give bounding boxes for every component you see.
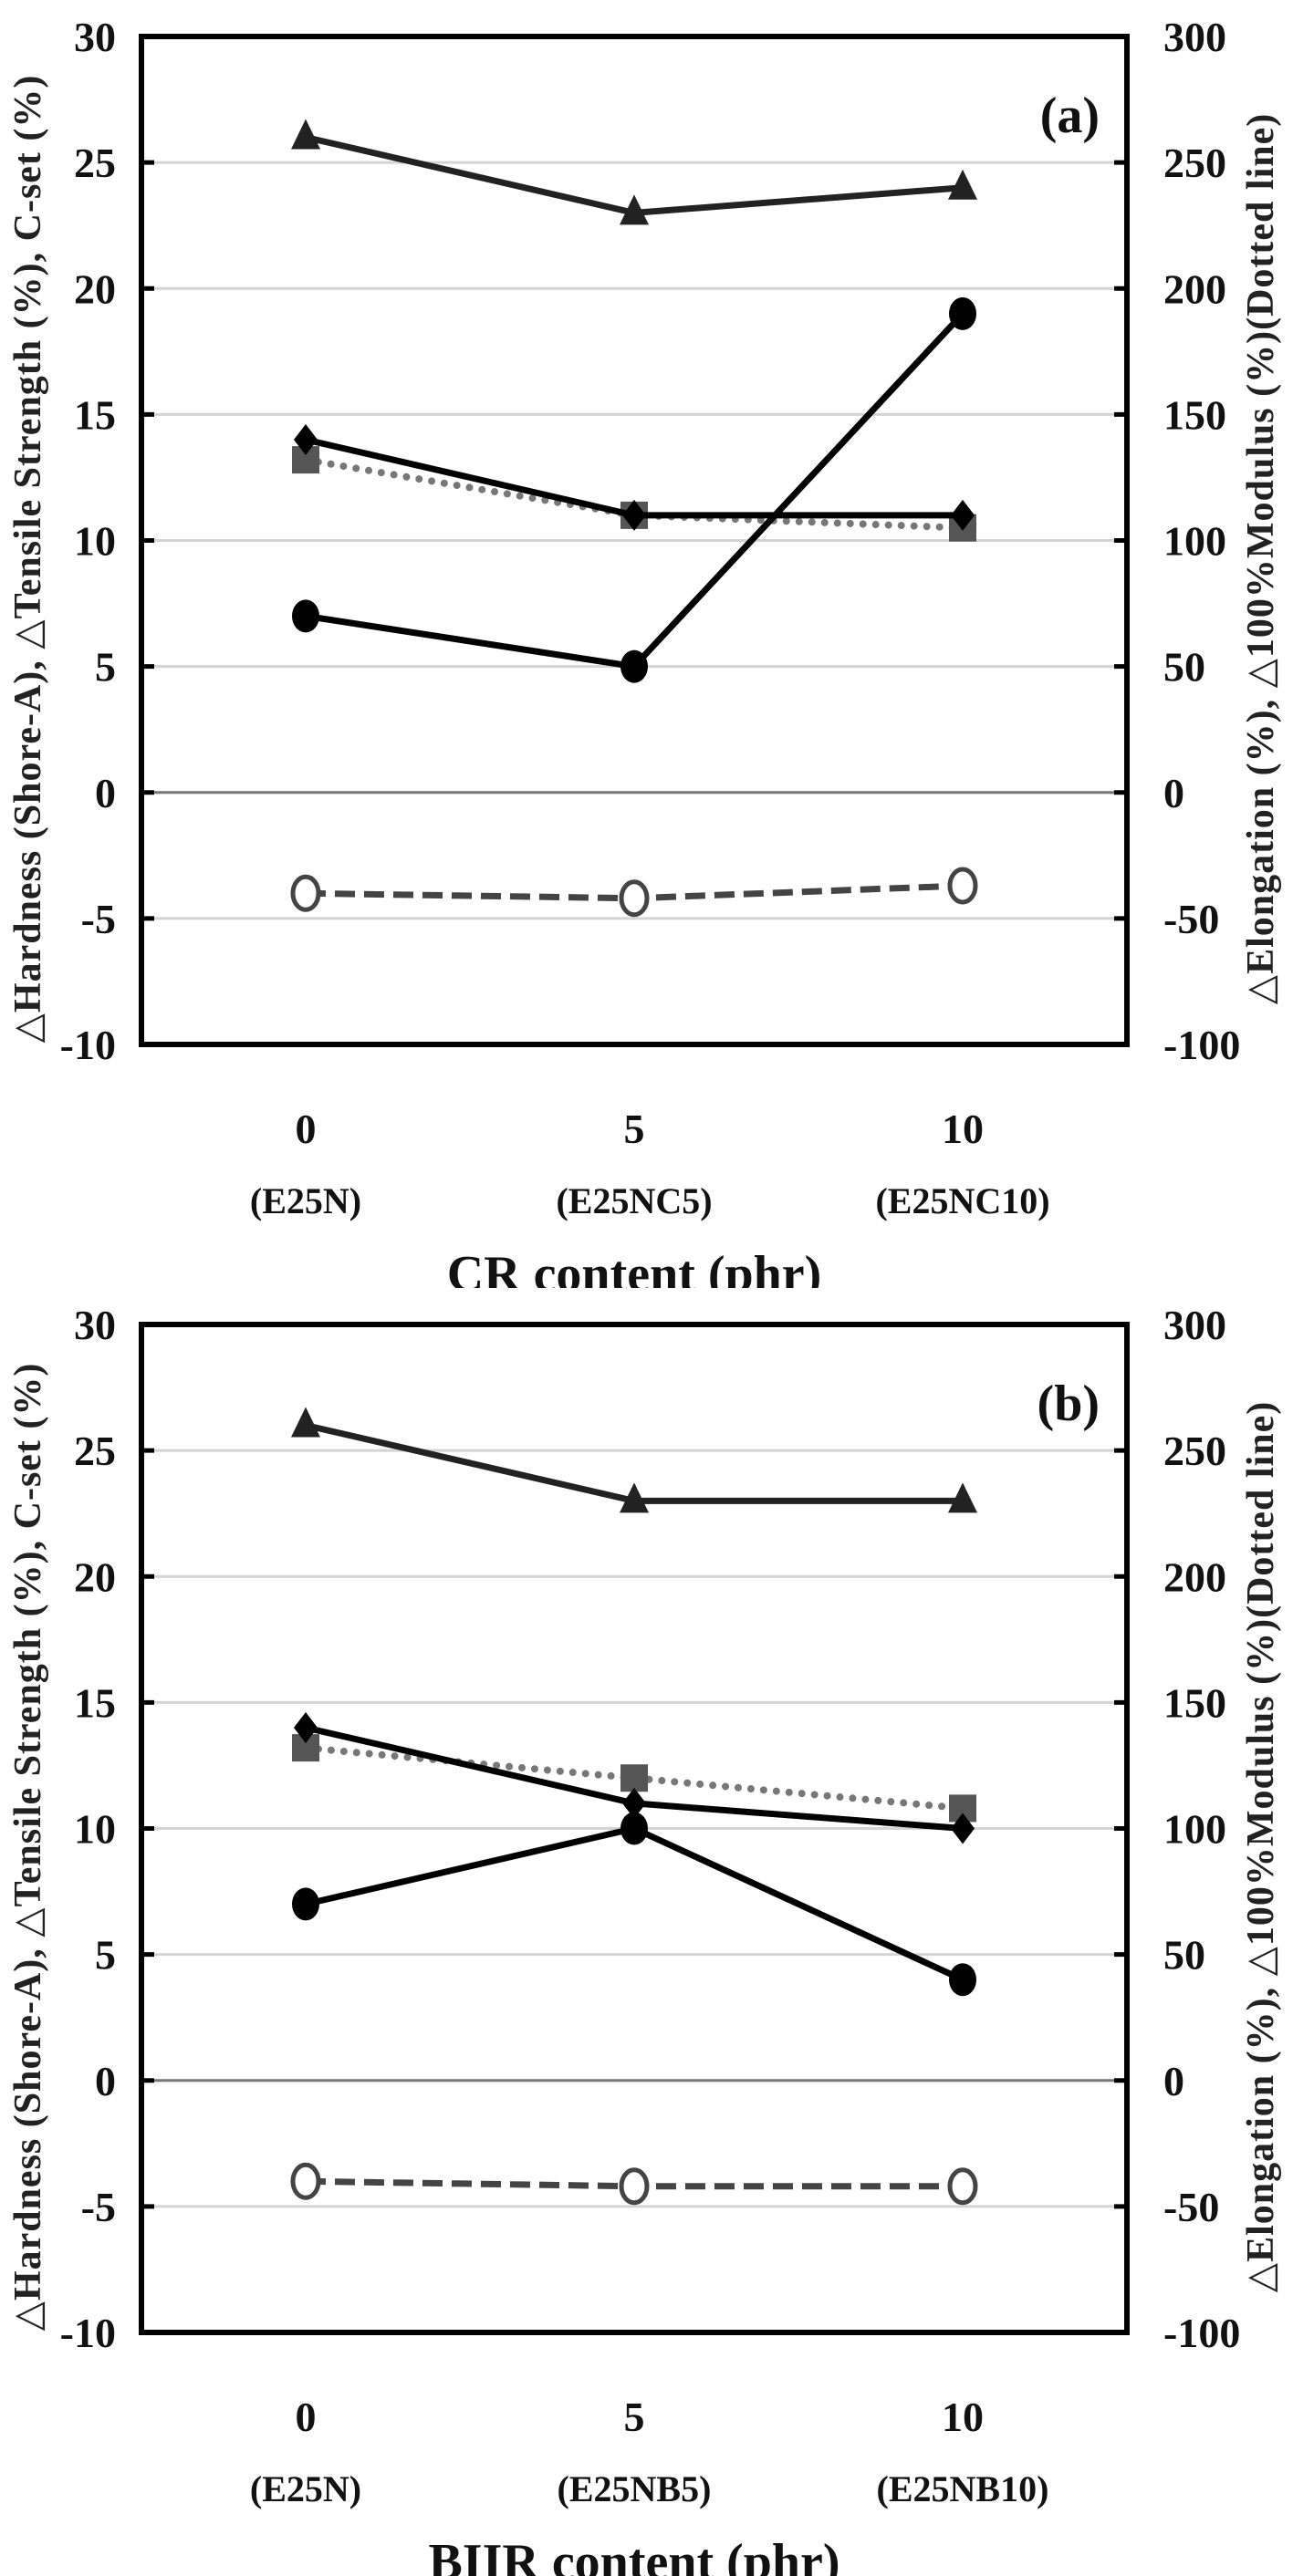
right-tick-label: 200 [1163,265,1226,312]
data-point-diamond [951,1813,975,1844]
right-tick-label: 0 [1163,770,1184,816]
right-axis-title: △Elongation (%), △100%Modulus (%)(Dotted… [1240,113,1282,1004]
series-line [305,311,965,670]
x-tick-label: 0 [296,2394,317,2440]
data-point-circle [949,1963,976,1997]
right-tick-label: -50 [1163,896,1219,942]
series-open-circle [290,2162,978,2206]
x-tick-label: 10 [942,1106,984,1152]
right-tick-label: 150 [1163,391,1226,438]
data-point-open-circle [947,867,978,905]
right-axis-title: △Elongation (%), △100%Modulus (%)(Dotted… [1240,1401,1282,2292]
chart-panel-a: 30 300 25 250 20 200 15 150 10 100 5 50 0 0 -5 -50 -10 -1… [7,14,1282,1288]
data-point-diamond [951,499,975,531]
right-tick-label: -100 [1163,1022,1240,1068]
left-tick-label: 30 [74,14,116,60]
plot-frame [139,34,1130,1047]
left-tick-label: 30 [74,1302,116,1348]
right-tick-label: 250 [1163,140,1226,186]
plot-frame [139,1322,1130,2335]
data-point-diamond [294,424,318,455]
data-point-open-circle [947,2167,978,2206]
data-point-triangle [291,1407,320,1438]
left-tick-label: 0 [95,770,116,816]
data-point-triangle [620,1482,649,1513]
x-tick-sublabel: (E25N) [250,2468,361,2509]
x-tick-sublabel: (E25NB10) [877,2468,1049,2509]
data-point-open-circle [619,2167,650,2206]
left-tick-label: 20 [74,265,116,312]
left-tick-label: -10 [60,2310,116,2356]
panel-label: (a) [1040,88,1100,144]
left-tick-label: -10 [60,1022,116,1068]
left-tick-label: -5 [81,896,116,942]
right-tick-label: 100 [1163,518,1226,565]
data-point-square [620,1764,648,1792]
right-tick-label: 150 [1163,1679,1226,1726]
left-tick-label: 15 [74,391,116,438]
data-point-triangle [948,169,977,200]
data-point-open-circle [290,2162,321,2200]
series-diamond [294,424,975,531]
x-tick-sublabel: (E25NC10) [875,1180,1049,1221]
data-point-open-circle [290,874,321,912]
chart-panel-b: 30 300 25 250 20 200 15 150 10 100 5 50 0 0 -5 -50 -10 -1… [0,1288,1293,2576]
x-axis-title: BIIR content (phr) [428,2534,839,2576]
x-tick-label: 5 [624,1106,645,1152]
panel-label: (b) [1038,1376,1100,1432]
left-tick-label: 5 [95,644,116,691]
data-point-triangle [291,119,320,150]
x-axis-title: CR content (phr) [447,1246,822,1288]
left-tick-label: 20 [74,1553,116,1600]
series-circle [292,1812,976,1997]
right-tick-label: 300 [1163,1302,1226,1348]
right-tick-label: 0 [1163,2058,1184,2104]
data-point-circle [292,1887,319,1921]
series-triangle [291,1407,977,1513]
data-point-circle [620,649,648,683]
left-tick-label: 0 [95,2058,116,2104]
series-diamond [294,1712,975,1844]
data-point-triangle [620,194,649,225]
left-tick-label: 10 [74,1806,116,1853]
series-open-circle [290,867,978,918]
data-point-diamond [294,1712,318,1743]
data-point-diamond [622,499,646,531]
left-tick-label: 10 [74,518,116,565]
right-tick-label: 300 [1163,14,1226,60]
data-point-circle [620,1812,648,1845]
x-tick-label: 5 [624,2394,645,2440]
series-circle [292,296,976,683]
series-line [305,1824,965,1983]
data-point-circle [949,296,976,330]
x-tick-sublabel: (E25NC5) [556,1180,712,1221]
right-tick-label: 250 [1163,1428,1226,1474]
data-point-triangle [948,1482,977,1513]
x-tick-sublabel: (E25N) [250,1180,361,1221]
right-tick-label: 200 [1163,1553,1226,1600]
right-tick-label: 50 [1163,1932,1205,1979]
right-tick-label: 50 [1163,644,1205,691]
right-tick-label: 100 [1163,1806,1226,1853]
right-tick-label: -100 [1163,2310,1240,2356]
left-axis-title: △Hardness (Shore-A), △Tensile Strength (… [7,1363,49,2332]
x-tick-label: 0 [296,1106,317,1152]
series-triangle [291,119,977,225]
data-point-diamond [622,1787,646,1819]
x-tick-sublabel: (E25NB5) [558,2468,712,2509]
left-axis-title: △Hardness (Shore-A), △Tensile Strength (… [7,75,49,1044]
left-tick-label: 15 [74,1679,116,1726]
data-point-open-circle [619,879,650,918]
data-point-circle [292,599,319,633]
left-tick-label: 5 [95,1932,116,1979]
left-tick-label: 25 [74,1428,116,1474]
right-tick-label: -50 [1163,2184,1219,2230]
x-tick-label: 10 [942,2394,984,2440]
left-tick-label: -5 [81,2184,116,2230]
left-tick-label: 25 [74,140,116,186]
